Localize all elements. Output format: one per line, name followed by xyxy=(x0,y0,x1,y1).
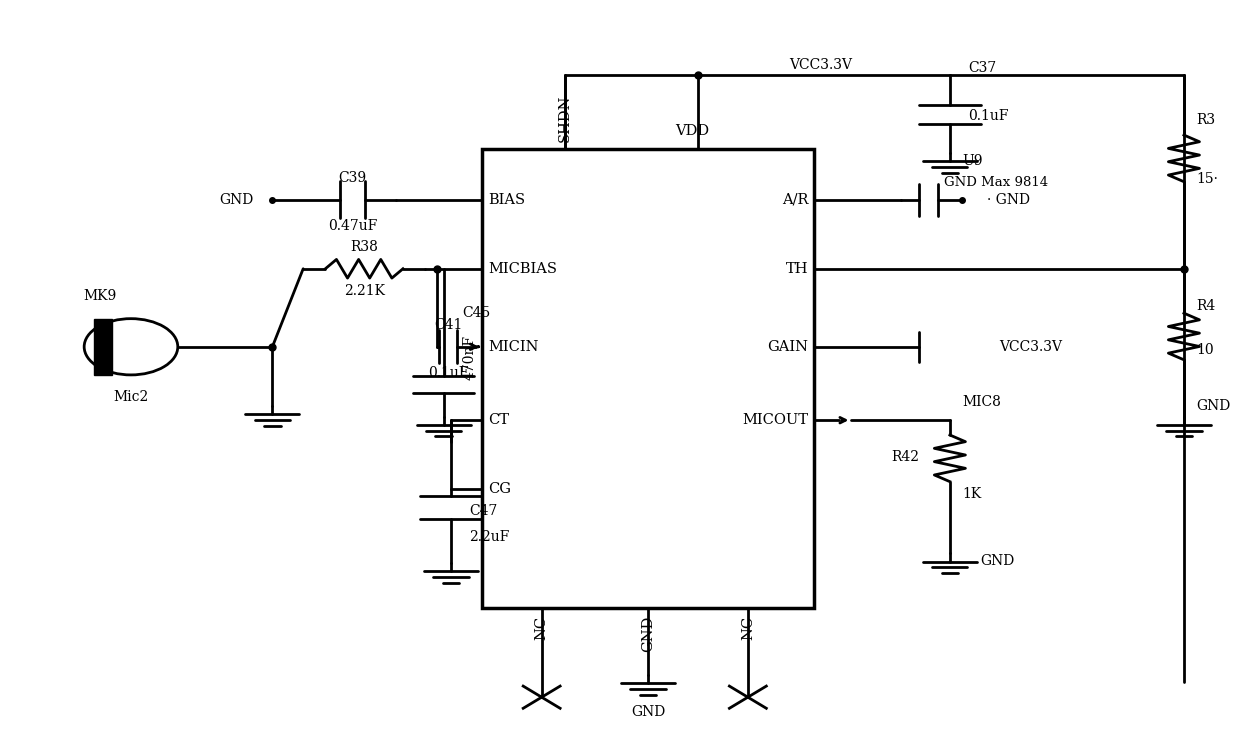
Text: BIAS: BIAS xyxy=(489,193,525,207)
Text: Mic2: Mic2 xyxy=(113,390,149,404)
Text: U9: U9 xyxy=(962,154,982,167)
Bar xyxy=(94,319,113,375)
Text: CT: CT xyxy=(489,413,508,427)
Text: GND Max 9814: GND Max 9814 xyxy=(944,176,1048,189)
Text: R3: R3 xyxy=(1197,113,1215,127)
Text: VCC3.3V: VCC3.3V xyxy=(999,340,1063,354)
Text: R38: R38 xyxy=(350,239,378,253)
Text: 0.47uF: 0.47uF xyxy=(327,219,377,233)
Text: GND: GND xyxy=(219,193,254,207)
Text: MICOUT: MICOUT xyxy=(743,413,808,427)
Text: SHDN: SHDN xyxy=(558,94,572,142)
Text: CG: CG xyxy=(489,482,511,496)
Text: R4: R4 xyxy=(1197,299,1215,313)
Text: MICIN: MICIN xyxy=(489,340,538,354)
Text: GND: GND xyxy=(631,705,665,719)
Text: C37: C37 xyxy=(968,61,997,75)
Text: C47: C47 xyxy=(470,504,497,519)
Text: C39: C39 xyxy=(339,171,367,185)
Text: R42: R42 xyxy=(892,450,919,464)
Text: 0.1uF: 0.1uF xyxy=(968,109,1009,123)
Text: 10: 10 xyxy=(1197,343,1214,357)
Text: TH: TH xyxy=(786,262,808,276)
Text: 0.1uF: 0.1uF xyxy=(428,366,469,380)
Text: MK9: MK9 xyxy=(83,290,117,303)
Text: MIC8: MIC8 xyxy=(962,395,1001,409)
Text: 2.2uF: 2.2uF xyxy=(470,531,510,544)
Text: C45: C45 xyxy=(463,306,490,320)
Text: · GND: · GND xyxy=(987,193,1030,207)
Text: C41: C41 xyxy=(434,317,463,331)
Text: A/R: A/R xyxy=(782,193,808,207)
Text: 470nF: 470nF xyxy=(463,335,476,380)
Bar xyxy=(482,149,815,609)
Text: 15·: 15· xyxy=(1197,172,1218,186)
Text: GAIN: GAIN xyxy=(768,340,808,354)
Text: GND: GND xyxy=(981,554,1014,568)
Text: 1K: 1K xyxy=(962,487,981,502)
Text: VCC3.3V: VCC3.3V xyxy=(789,58,852,72)
Text: 2.21K: 2.21K xyxy=(343,284,384,298)
Text: GND: GND xyxy=(1197,399,1230,412)
Text: VDD: VDD xyxy=(675,124,709,138)
Text: MICBIAS: MICBIAS xyxy=(489,262,557,276)
Text: NC: NC xyxy=(740,616,755,640)
Text: NC: NC xyxy=(534,616,548,640)
Text: GND: GND xyxy=(641,616,655,652)
